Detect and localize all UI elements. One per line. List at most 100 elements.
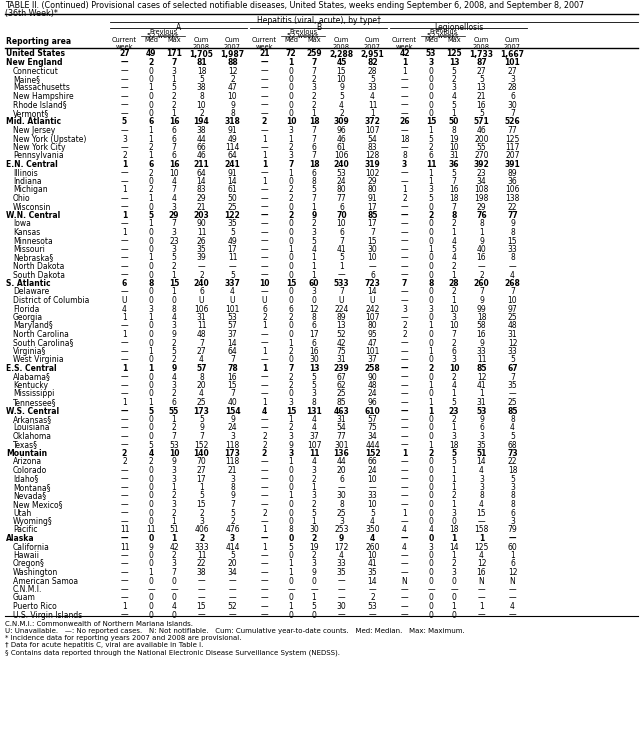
Text: 41: 41 (368, 559, 378, 568)
Text: 239: 239 (333, 364, 349, 373)
Text: 6: 6 (172, 152, 176, 160)
Text: 1: 1 (122, 211, 127, 220)
Text: 0: 0 (429, 492, 433, 501)
Text: 0: 0 (429, 415, 433, 424)
Text: 0: 0 (149, 602, 153, 611)
Text: 3: 3 (510, 517, 515, 526)
Text: 5: 5 (199, 75, 204, 84)
Text: 1: 1 (429, 398, 433, 407)
Text: Tennessee§: Tennessee§ (13, 398, 56, 407)
Text: —: — (261, 270, 269, 279)
Text: 7: 7 (171, 58, 177, 67)
Text: 8: 8 (451, 211, 456, 220)
Text: 52 weeks: 52 weeks (427, 33, 459, 39)
Text: 10: 10 (368, 475, 378, 484)
Text: —: — (121, 83, 128, 92)
Text: 7: 7 (172, 186, 176, 195)
Text: 107: 107 (307, 441, 321, 450)
Text: —: — (121, 355, 128, 365)
Text: —: — (121, 372, 128, 381)
Text: 1: 1 (452, 270, 456, 279)
Text: 77: 77 (508, 126, 517, 135)
Text: 4: 4 (199, 389, 204, 398)
Text: 260: 260 (474, 279, 489, 288)
Text: 9: 9 (479, 339, 484, 348)
Text: 25: 25 (228, 203, 237, 212)
Text: 4: 4 (172, 313, 176, 322)
Text: 4: 4 (148, 449, 154, 458)
Text: 8: 8 (510, 500, 515, 509)
Text: 0: 0 (149, 594, 153, 603)
Text: 4: 4 (370, 534, 375, 543)
Text: Mississippi: Mississippi (13, 389, 54, 398)
Text: 3: 3 (172, 475, 176, 484)
Text: 31: 31 (337, 355, 346, 365)
Text: 6: 6 (510, 559, 515, 568)
Text: 1: 1 (479, 602, 484, 611)
Text: 211: 211 (194, 160, 210, 169)
Text: 2: 2 (339, 109, 344, 118)
Text: Puerto Rico: Puerto Rico (13, 602, 57, 611)
Text: 0: 0 (149, 245, 153, 254)
Text: —: — (121, 58, 128, 67)
Text: 171: 171 (166, 50, 182, 59)
Text: Arizona: Arizona (13, 458, 42, 467)
Text: 2: 2 (172, 551, 176, 560)
Text: 60: 60 (309, 279, 319, 288)
Text: 1: 1 (288, 568, 294, 577)
Text: 3: 3 (172, 559, 176, 568)
Text: 1: 1 (149, 568, 153, 577)
Text: 0: 0 (429, 568, 433, 577)
Text: Illinois: Illinois (13, 169, 38, 178)
Text: 44: 44 (337, 458, 346, 467)
Text: 11: 11 (426, 160, 437, 169)
Text: South Dakota: South Dakota (13, 270, 65, 279)
Text: 1: 1 (172, 75, 176, 84)
Text: 40: 40 (228, 398, 237, 407)
Text: 526: 526 (504, 117, 520, 126)
Text: 0: 0 (288, 475, 294, 484)
Text: 0: 0 (429, 466, 433, 475)
Text: —: — (261, 551, 269, 560)
Text: —: — (121, 169, 128, 178)
Text: 72: 72 (286, 50, 296, 59)
Text: 2: 2 (288, 424, 294, 432)
Text: 3: 3 (172, 67, 176, 76)
Text: 95: 95 (368, 330, 378, 339)
Text: —: — (121, 381, 128, 390)
Text: 2: 2 (402, 194, 407, 203)
Text: 0: 0 (288, 75, 294, 84)
Text: N: N (402, 577, 408, 585)
Text: 253: 253 (334, 525, 349, 534)
Text: (36th Week)*: (36th Week)* (5, 9, 58, 18)
Text: 30: 30 (337, 492, 346, 501)
Text: 6: 6 (339, 228, 344, 237)
Text: 7: 7 (199, 432, 204, 441)
Text: 5: 5 (451, 458, 456, 467)
Text: 0: 0 (149, 67, 153, 76)
Text: 7: 7 (230, 389, 235, 398)
Text: 240: 240 (333, 160, 349, 169)
Text: 49: 49 (228, 134, 237, 143)
Text: 15: 15 (286, 279, 296, 288)
Text: —: — (401, 551, 408, 560)
Text: —: — (121, 551, 128, 560)
Text: —: — (229, 585, 237, 594)
Text: 10: 10 (286, 117, 296, 126)
Text: 0: 0 (429, 551, 433, 560)
Text: —: — (261, 219, 269, 229)
Text: 6: 6 (339, 203, 344, 212)
Text: 2: 2 (288, 313, 294, 322)
Text: 7: 7 (312, 58, 317, 67)
Text: 16: 16 (228, 372, 237, 381)
Text: 3: 3 (429, 542, 433, 551)
Text: —: — (401, 372, 408, 381)
Text: 571: 571 (474, 117, 489, 126)
Text: 2: 2 (452, 75, 456, 84)
Text: —: — (401, 75, 408, 84)
Text: 2: 2 (288, 186, 294, 195)
Text: —: — (261, 602, 269, 611)
Text: 15: 15 (197, 500, 206, 509)
Text: 33: 33 (337, 559, 346, 568)
Text: 158: 158 (474, 525, 488, 534)
